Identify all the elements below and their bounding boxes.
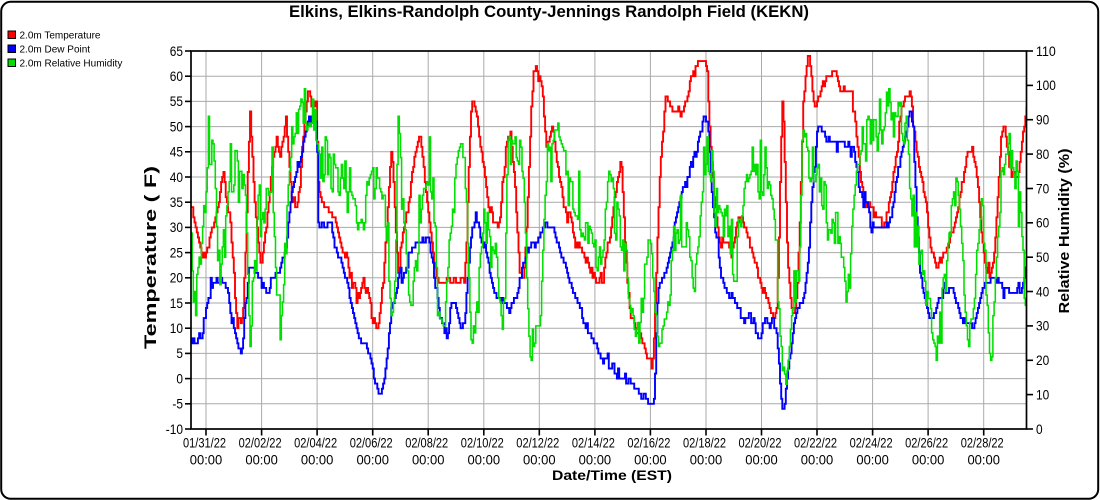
svg-text:65: 65 bbox=[170, 43, 183, 59]
svg-text:90: 90 bbox=[1036, 112, 1049, 128]
svg-text:02/12/22: 02/12/22 bbox=[516, 435, 559, 451]
svg-text:110: 110 bbox=[1036, 43, 1056, 59]
svg-text:60: 60 bbox=[170, 68, 183, 84]
svg-text:02/16/22: 02/16/22 bbox=[627, 435, 670, 451]
svg-text:15: 15 bbox=[170, 295, 183, 311]
svg-text:01/31/22: 01/31/22 bbox=[183, 435, 226, 451]
svg-text:02/08/22: 02/08/22 bbox=[405, 435, 448, 451]
svg-text:02/04/22: 02/04/22 bbox=[294, 435, 337, 451]
svg-text:00:00: 00:00 bbox=[468, 452, 501, 468]
svg-text:40: 40 bbox=[1036, 283, 1049, 299]
svg-text:00:00: 00:00 bbox=[579, 452, 612, 468]
svg-text:00:00: 00:00 bbox=[412, 452, 445, 468]
svg-text:00:00: 00:00 bbox=[356, 452, 389, 468]
svg-text:10: 10 bbox=[1036, 386, 1049, 402]
svg-text:10: 10 bbox=[170, 320, 183, 336]
svg-text:2.0m Relative Humidity: 2.0m Relative Humidity bbox=[20, 59, 123, 70]
svg-text:30: 30 bbox=[170, 219, 183, 235]
svg-text:00:00: 00:00 bbox=[301, 452, 334, 468]
svg-text:25: 25 bbox=[170, 244, 183, 260]
svg-text:-10: -10 bbox=[166, 421, 183, 437]
svg-text:00:00: 00:00 bbox=[912, 452, 945, 468]
svg-text:Temperature ( F): Temperature ( F) bbox=[141, 166, 160, 349]
svg-text:70: 70 bbox=[1036, 180, 1049, 196]
svg-text:20: 20 bbox=[170, 270, 183, 286]
svg-text:Date/Time (EST): Date/Time (EST) bbox=[552, 467, 672, 483]
svg-text:80: 80 bbox=[1036, 146, 1049, 162]
svg-text:00:00: 00:00 bbox=[856, 452, 889, 468]
svg-text:2.0m Temperature: 2.0m Temperature bbox=[20, 31, 101, 42]
svg-text:0: 0 bbox=[1036, 421, 1043, 437]
svg-text:60: 60 bbox=[1036, 215, 1049, 231]
svg-text:02/02/22: 02/02/22 bbox=[239, 435, 282, 451]
svg-text:00:00: 00:00 bbox=[190, 452, 223, 468]
svg-text:50: 50 bbox=[170, 118, 183, 134]
svg-text:00:00: 00:00 bbox=[745, 452, 778, 468]
svg-text:02/24/22: 02/24/22 bbox=[850, 435, 893, 451]
svg-text:02/26/22: 02/26/22 bbox=[905, 435, 948, 451]
svg-text:00:00: 00:00 bbox=[967, 452, 1000, 468]
svg-text:02/10/22: 02/10/22 bbox=[461, 435, 504, 451]
svg-text:02/18/22: 02/18/22 bbox=[683, 435, 726, 451]
svg-text:02/14/22: 02/14/22 bbox=[572, 435, 615, 451]
svg-text:02/28/22: 02/28/22 bbox=[961, 435, 1004, 451]
svg-text:30: 30 bbox=[1036, 318, 1049, 334]
svg-text:0: 0 bbox=[176, 370, 183, 386]
svg-text:02/22/22: 02/22/22 bbox=[794, 435, 837, 451]
svg-text:20: 20 bbox=[1036, 352, 1049, 368]
svg-text:00:00: 00:00 bbox=[523, 452, 556, 468]
svg-text:2.0m Dew Point: 2.0m Dew Point bbox=[20, 45, 91, 56]
svg-text:02/20/22: 02/20/22 bbox=[739, 435, 782, 451]
svg-text:35: 35 bbox=[170, 194, 183, 210]
svg-text:00:00: 00:00 bbox=[634, 452, 667, 468]
svg-text:50: 50 bbox=[1036, 249, 1049, 265]
svg-text:-5: -5 bbox=[172, 396, 183, 412]
svg-text:55: 55 bbox=[170, 93, 183, 109]
svg-text:40: 40 bbox=[170, 169, 183, 185]
svg-text:5: 5 bbox=[176, 345, 183, 361]
svg-text:00:00: 00:00 bbox=[245, 452, 278, 468]
svg-text:100: 100 bbox=[1036, 77, 1056, 93]
svg-text:Elkins, Elkins-Randolph County: Elkins, Elkins-Randolph County-Jennings … bbox=[289, 2, 809, 21]
svg-text:00:00: 00:00 bbox=[801, 452, 834, 468]
svg-text:02/06/22: 02/06/22 bbox=[350, 435, 393, 451]
svg-text:Relative Humidity (%): Relative Humidity (%) bbox=[1056, 149, 1073, 314]
svg-text:45: 45 bbox=[170, 144, 183, 160]
svg-text:00:00: 00:00 bbox=[690, 452, 723, 468]
